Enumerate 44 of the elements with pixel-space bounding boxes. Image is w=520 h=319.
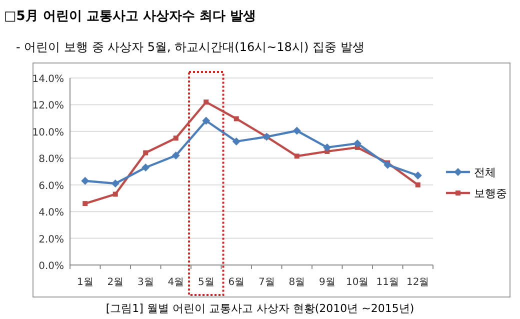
point (202, 116, 210, 125)
point (232, 137, 240, 146)
y-tick-label: 4.0% (38, 208, 64, 219)
x-tick-label: 10월 (346, 277, 369, 288)
point (142, 163, 150, 172)
legend-label: 전체 (474, 166, 496, 179)
point (415, 182, 420, 188)
point (234, 116, 239, 122)
y-tick-label: 10.0% (32, 127, 64, 138)
point (172, 151, 180, 160)
y-tick-label: 8.0% (38, 154, 64, 166)
legend-label: 보행중 (474, 187, 507, 200)
point (204, 100, 209, 105)
y-tick-label: 14.0% (32, 74, 64, 85)
point (294, 154, 300, 159)
point (353, 139, 362, 148)
point (81, 176, 90, 185)
point (112, 192, 118, 197)
x-tick-label: 7월 (258, 277, 275, 288)
x-tick-label: 2월 (107, 277, 124, 288)
x-tick-label: 8월 (288, 277, 306, 288)
x-tick-label: 4월 (168, 277, 184, 288)
x-tick-label: 5월 (198, 277, 214, 288)
point (292, 126, 301, 135)
point (323, 143, 332, 152)
point (143, 150, 148, 156)
point (414, 172, 422, 180)
x-tick-label: 1월 (76, 277, 94, 288)
point (384, 160, 392, 169)
y-tick-label: 6.0% (38, 180, 64, 192)
point (111, 180, 120, 188)
text: [그림1] 월별 어린이 교통사고 사상자 현황(2010년 ~2015년) (106, 302, 414, 315)
chart-subtitle: - 어린이 보행 중 사상자 5월, 하교시간대(16시~18시) 집중 발생 (16, 40, 364, 54)
x-tick-label: 6월 (228, 277, 245, 288)
y-tick-label: 0.0% (38, 261, 64, 272)
point (82, 201, 88, 206)
point (173, 136, 178, 141)
x-tick-label: 3월 (137, 277, 154, 288)
x-tick-label: 9월 (318, 277, 336, 288)
chart-title: □5月 어린이 교통사고 사상자수 최다 발생 (4, 9, 256, 24)
x-tick-label: 12월 (406, 277, 430, 288)
y-tick-label: 12.0% (32, 100, 64, 112)
x-tick-label: 11월 (376, 277, 399, 288)
y-tick-label: 2.0% (38, 234, 64, 246)
